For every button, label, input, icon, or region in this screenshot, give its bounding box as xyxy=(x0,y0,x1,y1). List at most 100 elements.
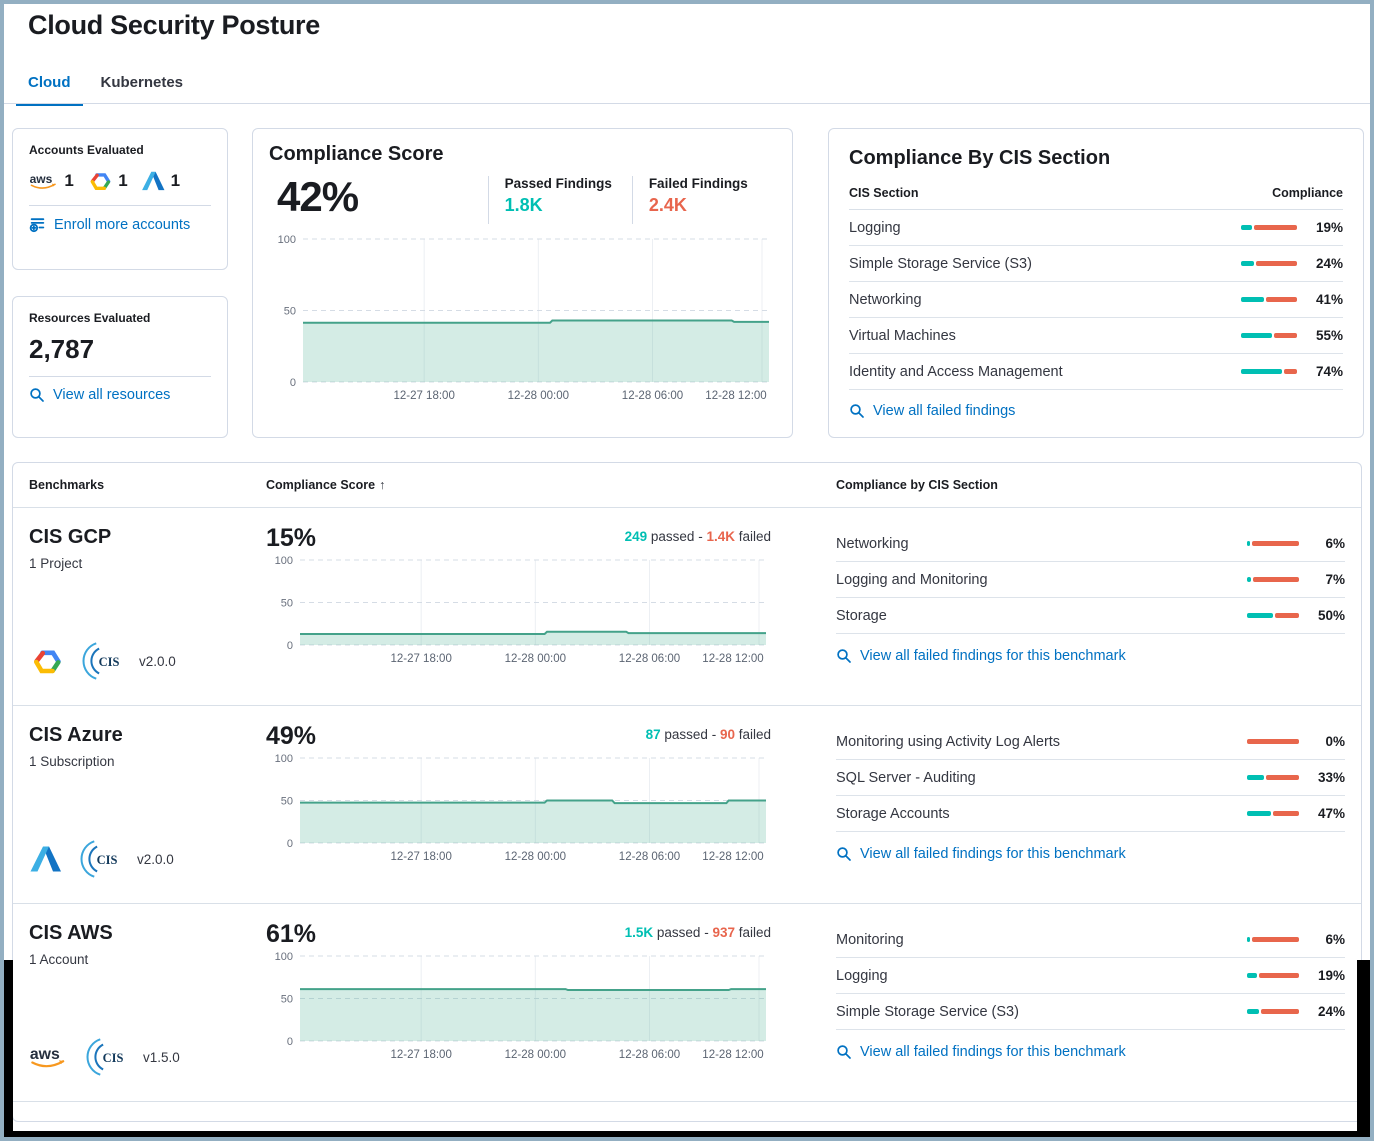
view-all-resources-link[interactable]: View all resources xyxy=(29,387,211,403)
svg-text:12-28 00:00: 12-28 00:00 xyxy=(505,851,566,863)
benchmark-score-value: 49% xyxy=(266,722,317,750)
compliance-distribution-bar xyxy=(1247,937,1299,942)
svg-text:0: 0 xyxy=(287,838,293,850)
svg-text:12-27 18:00: 12-27 18:00 xyxy=(390,851,451,863)
benchmark-score-value: 61% xyxy=(266,920,317,948)
compliance-distribution-bar xyxy=(1241,369,1297,374)
svg-text:aws: aws xyxy=(30,1046,60,1063)
resources-card-title: Resources Evaluated xyxy=(29,311,151,325)
cis-logo-icon: CIS xyxy=(78,837,122,881)
cis-section-pct: 19% xyxy=(1317,968,1345,983)
benchmark-trend-chart: 12-27 18:00 12-28 00:00 12-28 06:00 12-28 1… xyxy=(266,555,771,667)
benchmark-trend-chart: 12-27 18:00 12-28 00:00 12-28 06:00 12-28 1… xyxy=(266,951,771,1063)
tabs-divider xyxy=(4,103,1370,104)
svg-text:12-28 00:00: 12-28 00:00 xyxy=(505,1049,566,1061)
svg-text:100: 100 xyxy=(275,753,293,765)
benchmark-row: CIS GCP 1 Project CIS v2.0.0 15% 249 pas… xyxy=(13,508,1361,706)
enroll-accounts-icon xyxy=(29,218,45,233)
failed-findings-value[interactable]: 2.4K xyxy=(648,195,687,215)
benchmark-passed-failed: 87 passed - 90 failed xyxy=(645,727,771,742)
svg-text:12-28 12:00: 12-28 12:00 xyxy=(705,390,766,402)
svg-text:0: 0 xyxy=(290,377,296,389)
score-summary: 42% Passed Findings 1.8K Failed Findings… xyxy=(269,176,776,224)
benchmark-sections-cell: Monitoring using Activity Log Alerts 0% … xyxy=(836,724,1345,891)
svg-text:12-28 12:00: 12-28 12:00 xyxy=(702,653,763,665)
cis-section-row: Storage Accounts 47% xyxy=(836,796,1345,832)
svg-text:50: 50 xyxy=(281,796,293,808)
tab-kubernetes[interactable]: Kubernetes xyxy=(100,74,184,91)
svg-text:12-27 18:00: 12-27 18:00 xyxy=(393,390,454,402)
svg-text:12-28 06:00: 12-28 06:00 xyxy=(619,1049,680,1061)
svg-text:12-27 18:00: 12-27 18:00 xyxy=(390,653,451,665)
benchmark-failed-value: 1.4K xyxy=(706,529,735,544)
view-failed-findings-benchmark-link[interactable]: View all failed findings for this benchm… xyxy=(836,1044,1345,1060)
benchmark-score-cell: 49% 87 passed - 90 failed 12-27 18:00 12-… xyxy=(266,724,836,891)
provider-count: 1 xyxy=(141,170,180,192)
benchmark-failed-value: 937 xyxy=(712,925,735,940)
benchmark-info: CIS GCP 1 Project CIS v2.0.0 xyxy=(29,526,266,693)
tab-cloud[interactable]: Cloud xyxy=(16,70,83,106)
cis-section-row: Virtual Machines 55% xyxy=(849,318,1343,354)
compliance-distribution-bar xyxy=(1247,577,1299,582)
provider-count: aws 1 xyxy=(29,171,74,191)
benchmark-score-value: 15% xyxy=(266,524,317,552)
benchmark-info: CIS AWS 1 Account aws CIS v1.5.0 xyxy=(29,922,266,1089)
divider xyxy=(29,205,211,206)
passed-findings-value[interactable]: 1.8K xyxy=(504,195,543,215)
cis-section-row: Logging and Monitoring 7% xyxy=(836,562,1345,598)
benchmark-passed-failed: 1.5K passed - 937 failed xyxy=(624,925,771,940)
cis-section-name: Storage Accounts xyxy=(836,805,950,822)
benchmark-name: CIS AWS xyxy=(29,922,113,944)
compliance-distribution-bar xyxy=(1241,225,1297,230)
compliance-distribution-bar xyxy=(1247,811,1299,816)
benchmark-version: v2.0.0 xyxy=(139,653,176,669)
cis-section-pct: 24% xyxy=(1317,1004,1345,1019)
cis-section-pct: 0% xyxy=(1325,734,1345,749)
cis-section-row: Monitoring using Activity Log Alerts 0% xyxy=(836,724,1345,760)
benchmark-sections-cell: Monitoring 6% Logging 19% xyxy=(836,922,1345,1089)
aws-icon: aws xyxy=(29,172,59,191)
col-compliance: Compliance xyxy=(1272,186,1343,200)
search-icon xyxy=(837,847,851,861)
enroll-more-accounts-link[interactable]: Enroll more accounts xyxy=(29,216,211,233)
cis-section-pct: 6% xyxy=(1325,932,1345,947)
compliance-score-title: Compliance Score xyxy=(269,143,444,165)
compliance-distribution-bar xyxy=(1241,297,1297,302)
svg-text:50: 50 xyxy=(284,306,296,318)
benchmark-name: CIS Azure xyxy=(29,724,123,746)
provider-count-value: 1 xyxy=(64,171,74,190)
cis-section-name: Networking xyxy=(836,535,909,552)
failed-findings-stat: Failed Findings 2.4K xyxy=(631,176,776,224)
benchmark-name: CIS GCP xyxy=(29,526,112,548)
view-failed-findings-benchmark-link[interactable]: View all failed findings for this benchm… xyxy=(836,846,1345,862)
search-icon xyxy=(30,388,44,402)
compliance-distribution-bar xyxy=(1247,613,1299,618)
cis-section-row: Simple Storage Service (S3) 24% xyxy=(836,994,1345,1030)
benchmark-row: CIS Azure 1 Subscription CIS v2.0.0 49% … xyxy=(13,706,1361,904)
letterbox-bottom xyxy=(4,1131,1370,1137)
compliance-distribution-bar xyxy=(1247,541,1299,546)
cis-section-name: Monitoring xyxy=(836,931,904,948)
benchmark-version: v2.0.0 xyxy=(137,851,174,867)
svg-text:12-27 18:00: 12-27 18:00 xyxy=(390,1049,451,1061)
svg-text:50: 50 xyxy=(281,598,293,610)
benchmark-logos: aws CIS v1.5.0 xyxy=(29,1035,180,1079)
cis-section-pct: 47% xyxy=(1317,806,1345,821)
view-failed-findings-benchmark-link[interactable]: View all failed findings for this benchm… xyxy=(836,648,1345,664)
compliance-trend-chart: 12-27 18:00 12-28 00:00 12-28 06:00 12-28 1… xyxy=(269,234,774,404)
svg-text:100: 100 xyxy=(275,555,293,567)
benchmarks-table-body: CIS GCP 1 Project CIS v2.0.0 15% 249 pas… xyxy=(13,508,1361,1102)
col-compliance-score-sortable[interactable]: Compliance Score ↑ xyxy=(266,478,386,492)
compliance-by-cis-section-card: Compliance By CIS Section CIS Section Co… xyxy=(828,128,1364,438)
svg-text:100: 100 xyxy=(275,951,293,963)
cis-section-row: Storage 50% xyxy=(836,598,1345,634)
compliance-distribution-bar xyxy=(1241,333,1297,338)
tab-bar: Cloud Kubernetes xyxy=(16,70,195,106)
view-all-failed-findings-link[interactable]: View all failed findings xyxy=(849,403,1343,419)
azure-icon xyxy=(29,844,63,874)
benchmark-logos: CIS v2.0.0 xyxy=(29,639,176,683)
cis-section-name: Logging xyxy=(849,219,901,236)
cis-section-row: Identity and Access Management 74% xyxy=(849,354,1343,390)
benchmark-passed-value: 249 xyxy=(624,529,648,544)
compliance-distribution-bar xyxy=(1247,1009,1299,1014)
